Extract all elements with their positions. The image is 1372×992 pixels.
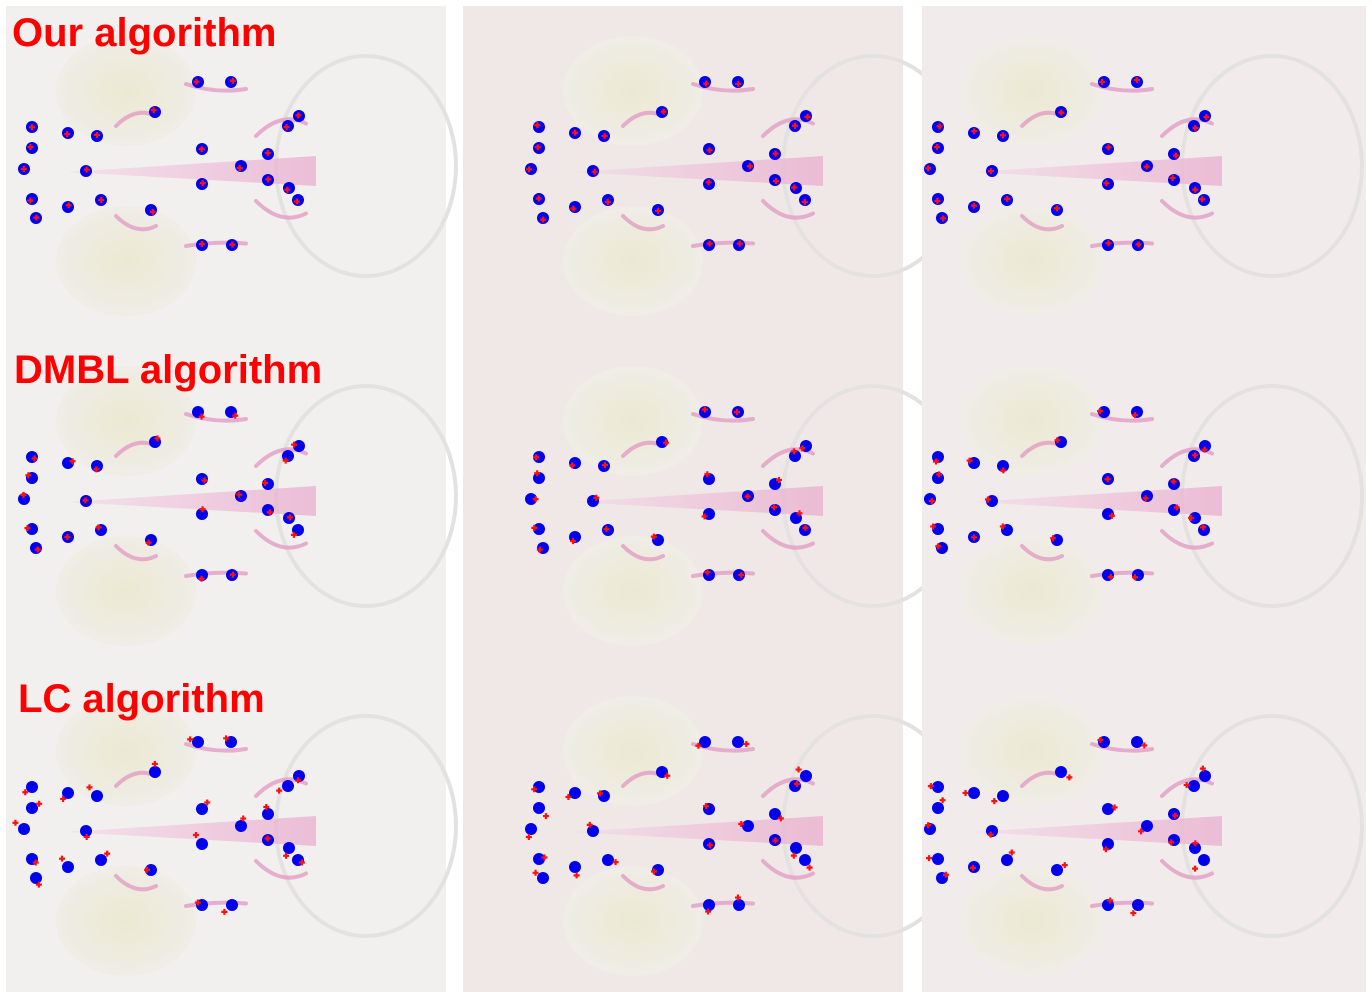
predicted-landmark	[569, 861, 581, 873]
predicted-landmark	[733, 899, 745, 911]
predicted-landmark	[26, 451, 38, 463]
predicted-landmark	[262, 504, 274, 516]
predicted-landmark	[1131, 736, 1143, 748]
landmark-panel	[463, 336, 963, 666]
brain-lobe	[563, 696, 703, 806]
panel-grid	[6, 6, 1366, 992]
predicted-landmark	[1132, 899, 1144, 911]
predicted-landmark	[1199, 770, 1211, 782]
predicted-landmark	[30, 542, 42, 554]
predicted-landmark	[145, 204, 157, 216]
predicted-landmark	[533, 853, 545, 865]
predicted-landmark	[789, 780, 801, 792]
predicted-landmark	[95, 854, 107, 866]
predicted-landmark	[18, 823, 30, 835]
predicted-landmark	[225, 76, 237, 88]
predicted-landmark	[924, 493, 936, 505]
predicted-landmark	[1168, 174, 1180, 186]
predicted-landmark	[1168, 834, 1180, 846]
brain-lobe	[962, 696, 1102, 806]
predicted-landmark	[703, 569, 715, 581]
predicted-landmark	[569, 457, 581, 469]
figure: Our algorithm DMBL algorithm LC algorith…	[0, 0, 1372, 992]
predicted-landmark	[235, 820, 247, 832]
predicted-landmark	[283, 182, 295, 194]
predicted-landmark	[602, 854, 614, 866]
row-label: LC algorithm	[18, 677, 265, 721]
predicted-landmark	[790, 842, 802, 854]
brain-lobe	[563, 366, 703, 476]
predicted-landmark	[533, 802, 545, 814]
landmark-panel	[922, 666, 1366, 992]
predicted-landmark	[1102, 569, 1114, 581]
predicted-landmark	[703, 803, 715, 815]
predicted-landmark	[1141, 490, 1153, 502]
predicted-landmark	[283, 842, 295, 854]
predicted-landmark	[799, 854, 811, 866]
predicted-landmark	[932, 853, 944, 865]
predicted-landmark	[235, 160, 247, 172]
predicted-landmark	[800, 770, 812, 782]
predicted-landmark	[699, 76, 711, 88]
landmark-panel	[922, 6, 1366, 336]
predicted-landmark	[1132, 569, 1144, 581]
predicted-landmark	[1198, 854, 1210, 866]
predicted-landmark	[149, 766, 161, 778]
landmark-panel	[463, 666, 963, 992]
predicted-landmark	[1188, 120, 1200, 132]
brain-lobe	[962, 366, 1102, 476]
predicted-landmark	[1168, 504, 1180, 516]
predicted-landmark	[1141, 820, 1153, 832]
predicted-landmark	[742, 820, 754, 832]
predicted-landmark	[1102, 803, 1114, 815]
predicted-landmark	[192, 736, 204, 748]
predicted-landmark	[226, 899, 238, 911]
predicted-landmark	[997, 790, 1009, 802]
predicted-landmark	[1051, 864, 1063, 876]
predicted-landmark	[932, 802, 944, 814]
predicted-landmark	[537, 872, 549, 884]
predicted-landmark	[569, 201, 581, 213]
landmark-panel	[463, 6, 963, 336]
landmark-panel	[6, 6, 456, 336]
predicted-landmark	[1055, 766, 1067, 778]
predicted-landmark	[1188, 780, 1200, 792]
predicted-landmark	[62, 861, 74, 873]
brain-lobe	[962, 36, 1102, 146]
predicted-landmark	[26, 193, 38, 205]
predicted-landmark	[525, 823, 537, 835]
predicted-landmark	[95, 524, 107, 536]
predicted-landmark	[533, 121, 545, 133]
predicted-landmark	[262, 808, 274, 820]
landmark-panel	[922, 336, 1366, 666]
predicted-landmark	[91, 790, 103, 802]
predicted-landmark	[235, 490, 247, 502]
predicted-landmark	[196, 473, 208, 485]
brain-lobe	[563, 36, 703, 146]
predicted-landmark	[149, 106, 161, 118]
predicted-landmark	[1168, 808, 1180, 820]
predicted-landmark	[1168, 148, 1180, 160]
predicted-landmark	[282, 780, 294, 792]
predicted-landmark	[968, 787, 980, 799]
predicted-landmark	[1001, 854, 1013, 866]
row-label: Our algorithm	[12, 11, 276, 55]
predicted-landmark	[145, 534, 157, 546]
predicted-landmark	[30, 872, 42, 884]
predicted-landmark	[732, 736, 744, 748]
predicted-landmark	[196, 838, 208, 850]
page: Our algorithm DMBL algorithm LC algorith…	[0, 0, 1372, 992]
row-label: DMBL algorithm	[14, 348, 322, 392]
